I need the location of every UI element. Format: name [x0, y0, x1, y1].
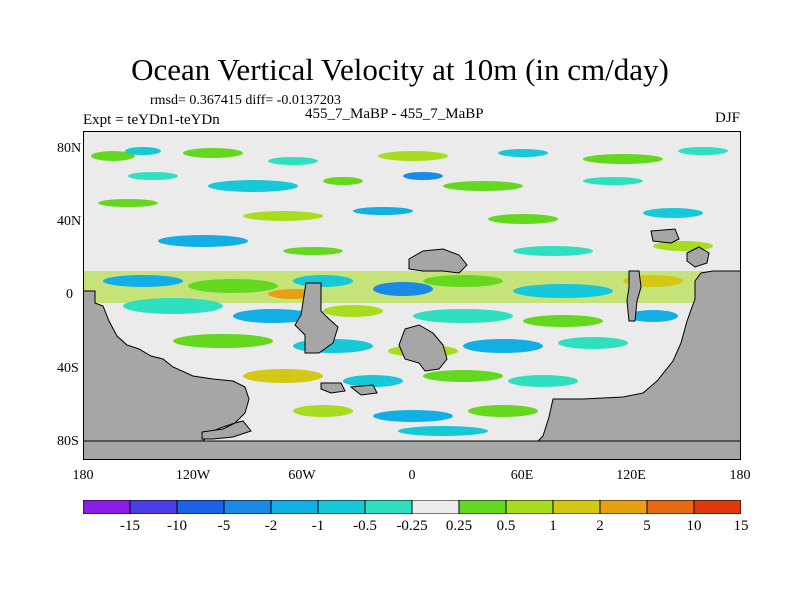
legend-label: 1 [549, 518, 557, 534]
land-island-3 [408, 248, 468, 274]
legend-swatch [646, 500, 695, 514]
legend-swatch [505, 500, 554, 514]
legend-swatch [552, 500, 601, 514]
experiment-label: Expt = teYDn1-teYDn [83, 112, 220, 128]
color-legend [83, 500, 741, 514]
legend-swatch [223, 500, 272, 514]
map-title: Ocean Vertical Velocity at 10m (in cm/da… [131, 52, 669, 87]
ylabel-40n: 40N [57, 214, 82, 229]
xlabel-180e: 180 [729, 468, 751, 483]
legend-swatch [599, 500, 648, 514]
comparison-label: 455_7_MaBP - 455_7_MaBP [305, 106, 484, 122]
xlabel-60e: 60E [510, 468, 534, 483]
xlabel-120w: 120W [175, 468, 211, 483]
ylabel-80n: 80N [57, 141, 82, 156]
legend-label: -0.25 [396, 518, 428, 534]
map-svg [83, 131, 741, 460]
land-island-6 [320, 382, 346, 394]
land-west-americas [83, 290, 250, 442]
map-border [83, 131, 741, 460]
legend-label: 5 [643, 518, 651, 534]
stats-label: rmsd= 0.367415 diff= -0.0137203 [150, 93, 341, 108]
velocity-field-north [91, 147, 728, 256]
ylabel-40s: 40S [57, 361, 79, 376]
legend-swatch [693, 500, 741, 514]
legend-swatch [458, 500, 507, 514]
legend-label: -5 [217, 518, 231, 534]
legend-label: 0.25 [445, 518, 473, 534]
ylabel-0: 0 [66, 287, 73, 302]
land-south-strip [83, 440, 741, 460]
legend-label: 2 [596, 518, 604, 534]
season-label: DJF [714, 110, 740, 126]
legend-swatch [364, 500, 413, 514]
legend-swatch [270, 500, 319, 514]
legend-label: 10 [686, 518, 702, 534]
legend-swatch [83, 500, 131, 514]
legend-swatch [411, 500, 460, 514]
legend-label: 15 [733, 518, 749, 534]
legend-swatch [317, 500, 366, 514]
land-island-8 [686, 246, 710, 268]
xlabel-120e: 120E [616, 468, 646, 483]
xlabel-60w: 60W [288, 468, 316, 483]
land-masses [83, 228, 741, 460]
land-island-5 [650, 228, 680, 244]
land-island-1 [294, 282, 339, 354]
legend-label: 0.5 [496, 518, 516, 534]
land-island-4 [626, 270, 642, 322]
legend-swatch [176, 500, 225, 514]
land-island-2 [398, 324, 448, 372]
ylabel-80s: 80S [57, 434, 79, 449]
legend-label: -0.5 [353, 518, 377, 534]
map-plot [83, 131, 741, 460]
xlabel-0: 0 [408, 468, 416, 483]
legend-label: -10 [167, 518, 187, 534]
legend-label: -2 [264, 518, 278, 534]
legend-label: -1 [311, 518, 325, 534]
legend-label: -15 [120, 518, 140, 534]
xlabel-180w: 180 [72, 468, 94, 483]
legend-swatch [129, 500, 178, 514]
land-island-7 [349, 384, 378, 396]
land-antarctic-tip [201, 420, 252, 440]
land-east-block [536, 270, 741, 442]
